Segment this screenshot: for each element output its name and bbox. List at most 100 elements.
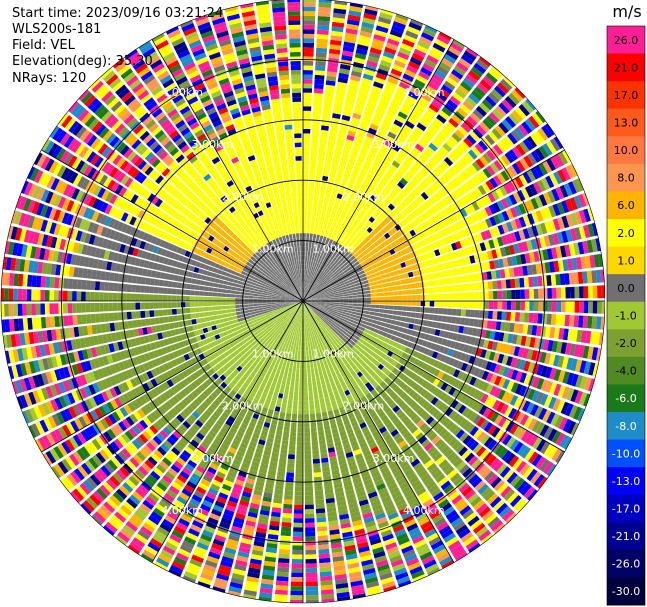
- velocity-gate: [434, 249, 441, 257]
- velocity-gate: [376, 131, 386, 139]
- velocity-gate: [285, 385, 290, 391]
- velocity-gate: [431, 321, 438, 328]
- velocity-gate: [404, 260, 411, 267]
- velocity-gate: [331, 262, 336, 267]
- velocity-gate: [327, 144, 335, 150]
- velocity-gate: [393, 59, 406, 69]
- velocity-gate: [480, 219, 489, 230]
- velocity-gate: [363, 140, 372, 148]
- velocity-gate: [467, 327, 473, 336]
- velocity-gate: [491, 190, 500, 201]
- velocity-gate: [591, 270, 597, 283]
- velocity-gate: [297, 432, 303, 437]
- velocity-gate: [446, 99, 458, 110]
- velocity-gate: [347, 308, 353, 311]
- velocity-gate: [316, 380, 321, 386]
- velocity-gate: [361, 77, 373, 85]
- velocity-gate: [482, 271, 488, 281]
- velocity-gate: [520, 335, 527, 346]
- velocity-gate: [342, 176, 349, 183]
- velocity-gate: [428, 335, 435, 342]
- velocity-gate: [456, 284, 462, 292]
- velocity-gate: [402, 306, 407, 311]
- velocity-gate: [334, 226, 340, 233]
- velocity-gate: [370, 237, 377, 244]
- velocity-gate: [342, 289, 348, 293]
- velocity-gate: [333, 270, 338, 275]
- velocity-gate: [303, 178, 309, 184]
- velocity-gate: [370, 89, 381, 98]
- velocity-gate: [353, 165, 361, 173]
- velocity-gate: [589, 254, 596, 268]
- velocity-gate: [296, 454, 303, 460]
- velocity-gate: [382, 198, 390, 206]
- velocity-gate: [501, 223, 510, 234]
- velocity-gate: [359, 124, 368, 132]
- velocity-gate: [514, 278, 520, 288]
- velocity-gate: [387, 76, 399, 85]
- velocity-gate: [334, 242, 340, 248]
- velocity-gate: [297, 355, 301, 360]
- velocity-gate: [366, 297, 371, 301]
- velocity-gate: [316, 43, 328, 49]
- velocity-gate: [568, 272, 575, 285]
- velocity-gate: [375, 297, 380, 301]
- velocity-gate: [508, 244, 516, 255]
- velocity-gate: [511, 289, 516, 299]
- velocity-gate: [305, 518, 315, 523]
- velocity-gate: [312, 206, 317, 212]
- velocity-gate: [341, 311, 347, 315]
- velocity-gate: [460, 54, 474, 65]
- velocity-gate: [405, 30, 419, 40]
- velocity-gate: [574, 227, 582, 240]
- velocity-gate: [514, 87, 526, 99]
- velocity-gate: [308, 290, 312, 294]
- velocity-gate: [323, 166, 330, 173]
- velocity-gate: [393, 196, 402, 204]
- velocity-gate: [305, 269, 308, 275]
- velocity-gate: [333, 278, 339, 283]
- velocity-gate: [311, 275, 314, 281]
- velocity-gate: [438, 293, 444, 300]
- velocity-gate: [441, 173, 450, 183]
- velocity-gate: [340, 224, 346, 230]
- velocity-gate: [501, 279, 507, 289]
- velocity-gate: [417, 40, 431, 50]
- velocity-gate: [304, 287, 307, 293]
- velocity-gate: [303, 74, 313, 80]
- velocity-gate: [352, 112, 362, 120]
- velocity-gate: [489, 330, 496, 340]
- velocity-gate: [334, 258, 339, 264]
- velocity-gate: [290, 427, 297, 433]
- velocity-gate: [309, 400, 314, 405]
- velocity-gate: [443, 53, 457, 64]
- velocity-gate: [401, 161, 410, 170]
- velocity-gate: [498, 122, 510, 134]
- velocity-gate: [327, 139, 336, 146]
- velocity-gate: [583, 286, 589, 299]
- velocity-gate: [303, 101, 312, 107]
- velocity-gate: [321, 255, 326, 261]
- velocity-gate: [305, 283, 307, 288]
- velocity-gate: [320, 448, 328, 454]
- velocity-gate: [307, 289, 311, 294]
- velocity-gate: [483, 310, 489, 319]
- velocity-gate: [308, 290, 312, 295]
- velocity-gate: [402, 226, 409, 234]
- velocity-gate: [312, 233, 317, 239]
- velocity-gate: [379, 259, 386, 266]
- velocity-gate: [491, 249, 498, 259]
- velocity-gate: [320, 302, 326, 305]
- velocity-gate: [372, 319, 378, 325]
- velocity-gate: [324, 281, 329, 285]
- velocity-gate: [316, 298, 321, 300]
- velocity-gate: [447, 261, 454, 269]
- velocity-gate: [367, 318, 373, 323]
- velocity-gate: [395, 320, 401, 326]
- velocity-gate: [355, 48, 368, 56]
- velocity-gate: [292, 554, 303, 560]
- velocity-gate: [489, 177, 499, 189]
- velocity-gate: [503, 76, 515, 88]
- velocity-gate: [362, 206, 369, 213]
- velocity-gate: [291, 563, 303, 569]
